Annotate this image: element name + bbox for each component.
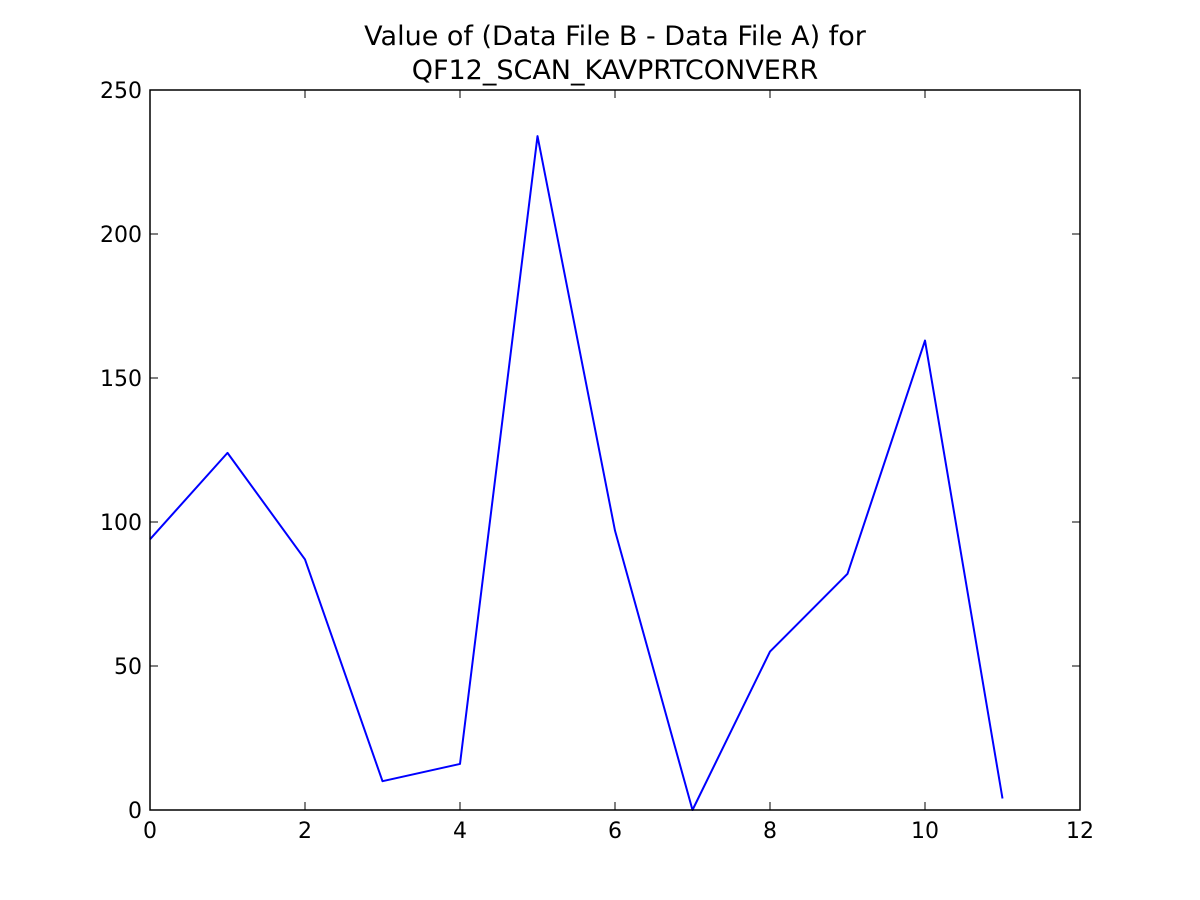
x-tick-label: 6 (608, 819, 622, 844)
y-tick-label: 100 (100, 511, 142, 536)
y-tick-label: 50 (114, 655, 142, 680)
chart-title: QF12_SCAN_KAVPRTCONVERR (412, 55, 819, 86)
x-tick-label: 8 (763, 819, 777, 844)
y-tick-label: 200 (100, 223, 142, 248)
x-tick-label: 10 (911, 819, 939, 844)
x-tick-label: 0 (143, 819, 157, 844)
x-tick-label: 12 (1066, 819, 1094, 844)
plot-frame (149, 89, 1081, 811)
data-line (149, 135, 1004, 811)
x-tick-label: 4 (453, 819, 467, 844)
y-tick-label: 250 (100, 79, 142, 104)
chart-title: Value of (Data File B - Data File A) for (364, 21, 867, 52)
y-tick-label: 150 (100, 367, 142, 392)
x-tick-label: 2 (298, 819, 312, 844)
y-tick-label: 0 (128, 799, 142, 824)
